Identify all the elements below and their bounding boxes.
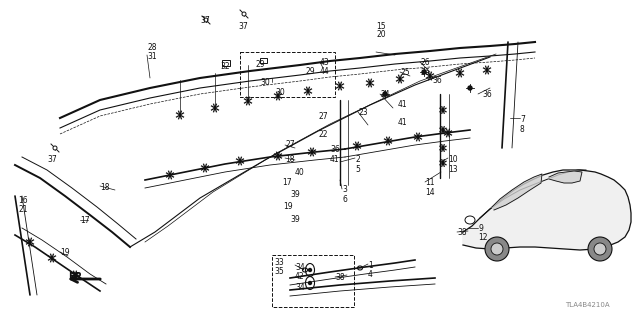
Text: 15: 15 — [376, 22, 386, 31]
Circle shape — [422, 70, 426, 74]
Text: 21: 21 — [18, 205, 28, 214]
Text: 23: 23 — [358, 108, 367, 117]
Text: 39: 39 — [290, 190, 300, 199]
Text: 24: 24 — [380, 90, 390, 99]
Text: 20: 20 — [376, 30, 386, 39]
Circle shape — [383, 92, 387, 96]
Text: 36: 36 — [432, 76, 442, 85]
Text: 41: 41 — [330, 155, 340, 164]
Circle shape — [53, 146, 57, 150]
Bar — [240, 52, 335, 97]
Text: 6: 6 — [342, 195, 347, 204]
Text: 30: 30 — [260, 78, 269, 87]
Text: 41: 41 — [398, 118, 408, 127]
Circle shape — [491, 243, 503, 255]
Text: 43: 43 — [320, 58, 330, 67]
Circle shape — [485, 237, 509, 261]
Text: 38: 38 — [335, 273, 344, 282]
Bar — [222, 60, 230, 66]
Text: 37: 37 — [200, 16, 210, 25]
Text: 19: 19 — [60, 248, 70, 257]
Text: 19: 19 — [283, 202, 292, 211]
Text: 17: 17 — [282, 178, 292, 187]
Text: 31: 31 — [147, 52, 157, 61]
Text: 28: 28 — [147, 43, 157, 52]
Text: 34: 34 — [295, 283, 305, 292]
Text: 36: 36 — [330, 145, 340, 154]
Text: 35: 35 — [274, 267, 284, 276]
Text: 5: 5 — [355, 165, 360, 174]
Circle shape — [308, 268, 312, 271]
Text: 22: 22 — [318, 130, 328, 139]
Text: 33: 33 — [274, 258, 284, 267]
Text: 26: 26 — [420, 58, 429, 67]
Text: 27: 27 — [318, 112, 328, 121]
Text: 14: 14 — [425, 188, 435, 197]
Text: 44: 44 — [320, 67, 330, 76]
Text: 42: 42 — [295, 272, 305, 281]
Text: 18: 18 — [285, 155, 294, 164]
Text: 38: 38 — [457, 228, 467, 237]
Text: 25: 25 — [400, 68, 410, 77]
Text: 26: 26 — [420, 68, 429, 77]
Circle shape — [308, 282, 312, 284]
Text: 41: 41 — [398, 100, 408, 109]
Text: 39: 39 — [290, 215, 300, 224]
Text: 29: 29 — [305, 67, 315, 76]
Polygon shape — [549, 171, 582, 183]
Text: TLA4B4210A: TLA4B4210A — [565, 302, 610, 308]
Text: 12: 12 — [478, 233, 488, 242]
Polygon shape — [492, 174, 542, 210]
Text: 16: 16 — [18, 196, 28, 205]
Text: 17: 17 — [80, 216, 90, 225]
Text: 4: 4 — [368, 270, 373, 279]
Text: 34: 34 — [295, 263, 305, 272]
Text: 11: 11 — [425, 178, 435, 187]
Text: 40: 40 — [295, 168, 305, 177]
Text: 32: 32 — [220, 62, 230, 71]
Text: 8: 8 — [520, 125, 525, 134]
Text: FR.: FR. — [68, 272, 86, 282]
Polygon shape — [463, 170, 631, 250]
Text: 36: 36 — [482, 90, 492, 99]
Text: 10: 10 — [448, 155, 458, 164]
Bar — [260, 58, 267, 63]
Text: 1: 1 — [368, 261, 372, 270]
Text: 7: 7 — [520, 115, 525, 124]
Text: 3: 3 — [342, 185, 347, 194]
Text: 18: 18 — [100, 183, 109, 192]
Circle shape — [594, 243, 606, 255]
Circle shape — [204, 18, 208, 22]
Text: 2: 2 — [355, 155, 360, 164]
Text: 30: 30 — [275, 88, 285, 97]
Text: 37: 37 — [238, 22, 248, 31]
Text: 9: 9 — [478, 224, 483, 233]
Circle shape — [588, 237, 612, 261]
Circle shape — [468, 86, 472, 90]
Bar — [272, 255, 354, 307]
Text: 27: 27 — [285, 140, 294, 149]
Text: 13: 13 — [448, 165, 458, 174]
Text: 29: 29 — [255, 60, 264, 69]
Text: 37: 37 — [47, 155, 57, 164]
Circle shape — [242, 12, 246, 16]
